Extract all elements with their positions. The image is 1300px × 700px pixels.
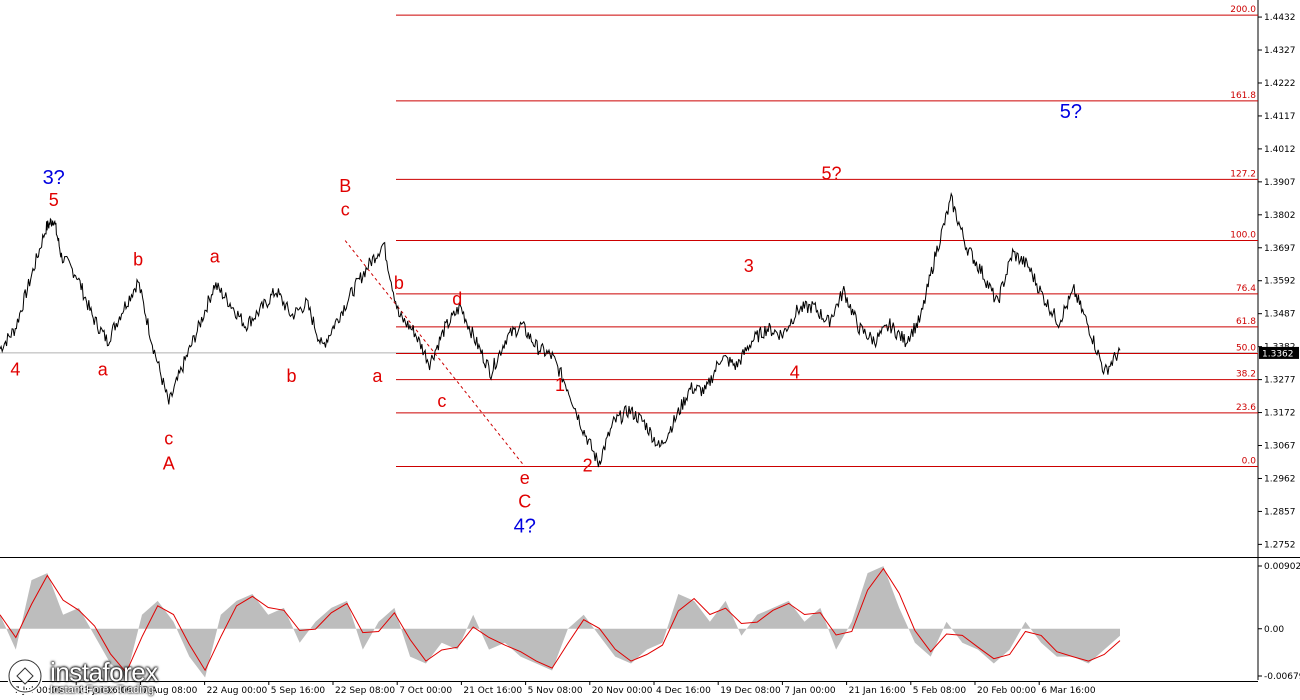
fibonacci-levels: 200.0 161.8 127.2 100.0 76.4 61.8 50.0 38.2 23.6… xyxy=(344,5,1258,468)
wave-label: c xyxy=(164,429,173,449)
price-tick-label: 1.3907 xyxy=(1264,178,1296,188)
price-tick-label: 1.4117 xyxy=(1264,112,1296,122)
time-tick-label: 21 Jan 16:00 xyxy=(849,686,906,696)
price-tick-label: 1.2752 xyxy=(1264,540,1296,550)
fib-level-label: 200.0 xyxy=(1230,5,1256,15)
price-tick-label: 1.3697 xyxy=(1264,244,1296,254)
wave-label: 4 xyxy=(10,360,20,380)
wave-label: e xyxy=(520,468,530,488)
time-tick-label: 6 Mar 16:00 xyxy=(1041,686,1096,696)
wave-label: 3 xyxy=(744,256,754,276)
wave-label: c xyxy=(437,391,446,411)
fib-level-label: 23.6 xyxy=(1236,403,1256,413)
price-line xyxy=(0,191,1121,468)
time-tick-label: 20 Nov 00:00 xyxy=(592,686,653,696)
wave-label-major: 4? xyxy=(514,515,536,537)
wave-label: C xyxy=(518,491,531,511)
wave-label: 1 xyxy=(555,375,565,395)
fib-level-label: 61.8 xyxy=(1236,317,1256,327)
time-axis: 7 Jul 00:00 23 Jul 16:00 7 Aug 08:00 22 Aug… xyxy=(11,681,1096,696)
price-tick-label: 1.3487 xyxy=(1264,310,1296,320)
price-tick-label: 1.2857 xyxy=(1264,507,1296,517)
chart-frame xyxy=(0,0,1300,682)
wave-label: B xyxy=(339,176,351,196)
time-tick-label: 5 Sep 16:00 xyxy=(271,686,326,696)
time-tick-label: 19 Dec 08:00 xyxy=(720,686,781,696)
fib-level-label: 76.4 xyxy=(1236,284,1256,294)
wave-label: a xyxy=(372,366,383,386)
oscillator-tick-label: -0.00679 xyxy=(1264,672,1300,682)
oscillator-panel: 0.00902 0.00 -0.00679 xyxy=(0,562,1300,682)
price-tick-label: 1.3277 xyxy=(1264,376,1296,386)
wave-label: A xyxy=(163,454,175,474)
wave-label-major: 3? xyxy=(43,167,65,189)
wave-label: d xyxy=(452,289,462,309)
wave-label: b xyxy=(286,366,296,386)
oscillator-histogram xyxy=(0,566,1120,678)
price-tick-label: 1.3172 xyxy=(1264,409,1296,419)
fib-level-label: 161.8 xyxy=(1230,91,1256,101)
current-price-label: 1.3362 xyxy=(1262,349,1294,359)
time-tick-label: 7 Oct 00:00 xyxy=(399,686,452,696)
time-tick-label: 7 Jul 00:00 xyxy=(14,686,63,696)
time-tick-label: 21 Oct 16:00 xyxy=(463,686,522,696)
time-tick-label: 5 Feb 08:00 xyxy=(913,686,967,696)
fib-level-label: 0.0 xyxy=(1242,457,1257,467)
oscillator-signal-line xyxy=(0,567,1121,674)
time-tick-label: 4 Dec 16:00 xyxy=(656,686,711,696)
wave-label: 5? xyxy=(822,163,842,183)
logo-brand-text: instaforex xyxy=(50,657,158,687)
price-tick-label: 1.3067 xyxy=(1264,442,1296,452)
current-price-badge xyxy=(1259,346,1299,359)
wave-label: a xyxy=(98,360,109,380)
instaforex-logo: instaforex Instant Forex Trading xyxy=(6,655,182,697)
price-axis: 1.4432 1.4327 1.4222 1.4117 1.4012 1.3907 1.38… xyxy=(1258,13,1299,550)
time-tick-label: 23 Jul 16:00 xyxy=(78,686,132,696)
wave-label: 2 xyxy=(583,455,593,475)
time-tick-label: 22 Aug 00:00 xyxy=(207,686,268,696)
oscillator-tick-label: 0.00 xyxy=(1264,625,1284,635)
oscillator-tick-label: 0.00902 xyxy=(1264,562,1300,572)
wave-label: 4 xyxy=(790,363,800,383)
price-series xyxy=(0,191,1121,468)
wave-label: b xyxy=(133,250,143,270)
price-tick-label: 1.2962 xyxy=(1264,474,1296,484)
fib-level-label: 38.2 xyxy=(1236,370,1256,380)
price-tick-label: 1.4432 xyxy=(1264,13,1296,23)
wave-label: b xyxy=(394,273,404,293)
time-tick-label: 7 Aug 08:00 xyxy=(142,686,197,696)
wave-label: a xyxy=(210,247,221,267)
price-tick-label: 1.4327 xyxy=(1264,46,1296,56)
fib-level-label: 127.2 xyxy=(1230,169,1256,179)
time-tick-label: 22 Sep 08:00 xyxy=(335,686,395,696)
price-tick-label: 1.3802 xyxy=(1264,211,1296,221)
wave-label: c xyxy=(341,199,350,219)
price-tick-label: 1.4222 xyxy=(1264,79,1296,89)
price-tick-label: 1.4012 xyxy=(1264,145,1296,155)
time-tick-label: 7 Jan 00:00 xyxy=(784,686,836,696)
wave-label-major: 5? xyxy=(1060,101,1082,123)
fib-level-label: 100.0 xyxy=(1230,231,1256,241)
logo-icon xyxy=(7,658,43,694)
logo-tagline: Instant Forex Trading xyxy=(50,684,154,696)
wave-label: 5 xyxy=(49,190,59,210)
price-tick-label: 1.3592 xyxy=(1264,277,1296,287)
fib-level-label: 50.0 xyxy=(1236,344,1256,354)
time-tick-label: 5 Nov 08:00 xyxy=(528,686,583,696)
time-tick-label: 20 Feb 00:00 xyxy=(977,686,1036,696)
